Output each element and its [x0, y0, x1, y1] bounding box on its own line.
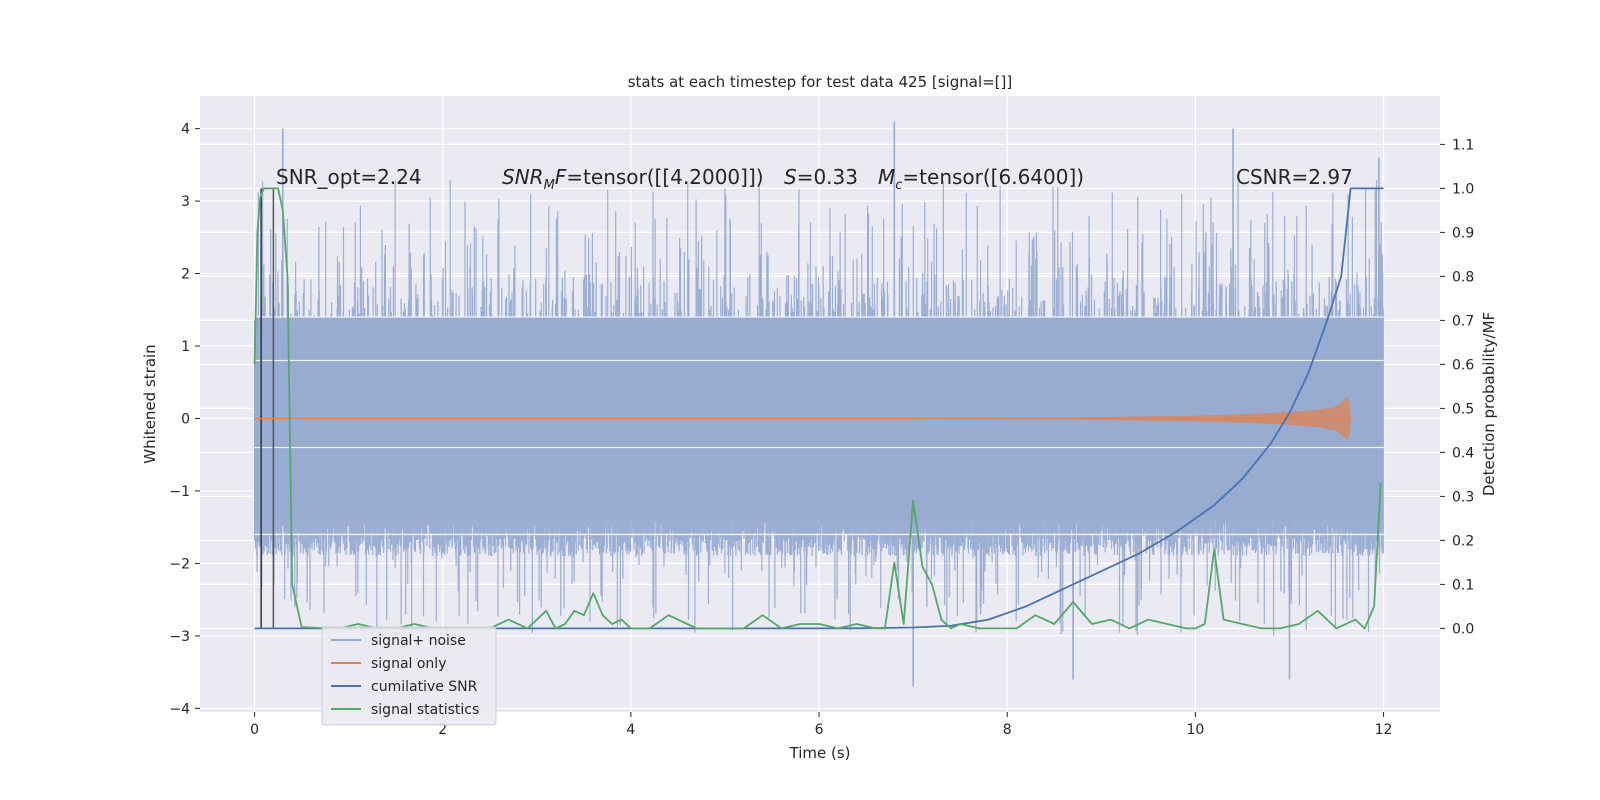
y-right-tick-label: 0.0: [1452, 621, 1474, 637]
y-tick-label: −3: [169, 629, 190, 645]
legend-label-signal-only: signal only: [371, 656, 446, 672]
annotation-mc-label: M: [878, 165, 895, 189]
x-tick-label: 12: [1375, 722, 1393, 738]
y-tick-label: −2: [169, 556, 190, 572]
annotation-s: S=0.33: [784, 165, 858, 189]
y-right-tick-label: 0.7: [1452, 313, 1474, 329]
y-right-tick-label: 1.0: [1452, 181, 1474, 197]
x-axis-label: Time (s): [789, 744, 851, 762]
y-tick-label: 3: [181, 194, 190, 210]
chart-title: stats at each timestep for test data 425…: [628, 73, 1013, 91]
annotation-mc: Mc=tensor([6.6400]): [878, 165, 1084, 193]
y-right-tick-label: 0.4: [1452, 445, 1474, 461]
y-right-tick-label: 1.1: [1452, 137, 1474, 153]
x-tick-label: 2: [438, 722, 447, 738]
legend: signal+ noise signal only cumilative SNR…: [321, 626, 497, 726]
y-right-tick-label: 0.8: [1452, 269, 1474, 285]
annotation-snr-mf-italic: F: [555, 165, 567, 189]
annotation-snr-mf-label: SNR: [502, 165, 544, 189]
y-right-tick-label: 0.9: [1452, 225, 1474, 241]
annotation-snr-mf-sub: M: [544, 178, 555, 193]
x-tick-label: 6: [815, 722, 824, 738]
y-right-tick-label: 0.2: [1452, 533, 1474, 549]
y-tick-label: 0: [181, 411, 190, 427]
y-right-tick-label: 0.3: [1452, 489, 1474, 505]
x-tick-label: 10: [1186, 722, 1204, 738]
legend-label-signal-noise: signal+ noise: [371, 633, 466, 649]
x-tick-label: 0: [250, 722, 259, 738]
y-right-tick-label: 0.1: [1452, 577, 1474, 593]
y-tick-label: 1: [181, 339, 190, 355]
annotation-snr-mf-value: =tensor([[4.2000]]): [566, 165, 763, 189]
series-layer: [253, 121, 1384, 687]
y-axis-label: Whitened strain: [141, 344, 159, 463]
axis-ticks: 0 2 4 6 8 10 1243210−1−2−3−41.11.00.90.80.70.6…: [169, 122, 1474, 738]
legend-box: [321, 626, 497, 726]
annotation-s-value: =0.33: [797, 165, 858, 189]
y-right-tick-label: 0.5: [1452, 401, 1474, 417]
legend-label-signal-statistics: signal statistics: [371, 702, 479, 718]
x-tick-label: 4: [626, 722, 635, 738]
annotation-snr-mf: SNRMF=tensor([[4.2000]]): [502, 165, 764, 193]
annotation-mc-value: =tensor([6.6400]): [902, 165, 1084, 189]
y-tick-label: −4: [169, 701, 190, 717]
y-right-tick-label: 0.6: [1452, 357, 1474, 373]
y-tick-label: −1: [169, 484, 190, 500]
legend-label-cumilative-snr: cumilative SNR: [371, 679, 478, 695]
series-signal-statistics: [253, 187, 1382, 630]
annotation-s-label: S: [784, 165, 797, 189]
y-axis-right-label: Detection probability/MF: [1480, 312, 1498, 496]
y-tick-label: 2: [181, 267, 190, 283]
y-tick-label: 4: [181, 122, 190, 138]
annotation-snr-opt: SNR_opt=2.24: [276, 165, 422, 189]
annotation-mc-sub: c: [895, 178, 902, 193]
x-tick-label: 8: [1003, 722, 1012, 738]
annotation-csnr: CSNR=2.97: [1236, 165, 1353, 189]
